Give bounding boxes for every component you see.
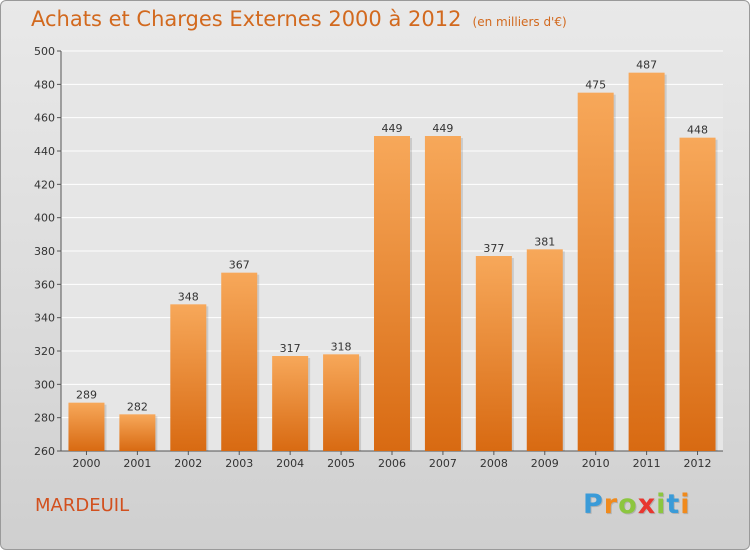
y-tick-label: 380: [34, 245, 55, 258]
y-tick-label: 480: [34, 78, 55, 91]
y-tick-label: 440: [34, 145, 55, 158]
x-tick-label: 2006: [378, 457, 406, 470]
y-tick-label: 400: [34, 212, 55, 225]
data-label: 449: [382, 122, 403, 135]
x-tick-label: 2007: [429, 457, 457, 470]
data-label: 487: [636, 59, 657, 72]
x-tick-label: 2004: [276, 457, 304, 470]
chart-title: Achats et Charges Externes 2000 à 2012: [31, 7, 462, 31]
data-label: 289: [76, 389, 97, 402]
place-name: MARDEUIL: [35, 495, 130, 516]
x-tick-label: 2011: [633, 457, 661, 470]
x-tick-label: 2008: [480, 457, 508, 470]
proxiti-logo: Proxiti: [583, 489, 691, 520]
logo-letter: i: [680, 489, 691, 520]
y-tick-label: 320: [34, 345, 55, 358]
bar: [526, 249, 563, 451]
x-tick-label: 2010: [582, 457, 610, 470]
chart-subtitle: (en milliers d'€): [472, 15, 567, 29]
data-label: 449: [432, 122, 453, 135]
y-tick-label: 280: [34, 412, 55, 425]
x-tick-label: 2012: [684, 457, 712, 470]
y-tick-label: 340: [34, 312, 55, 325]
x-tick-label: 2002: [174, 457, 202, 470]
bar: [119, 414, 156, 451]
data-label: 317: [280, 342, 301, 355]
bar: [221, 272, 258, 451]
x-tick-label: 2005: [327, 457, 355, 470]
chart-title-block: Achats et Charges Externes 2000 à 2012 (…: [31, 7, 567, 31]
bar: [68, 402, 105, 451]
bar: [475, 256, 512, 451]
bar: [170, 304, 207, 451]
logo-letter: i: [656, 489, 667, 520]
logo-letter: P: [583, 489, 604, 520]
bar: [577, 92, 614, 452]
logo-letter: r: [603, 489, 619, 520]
bar: [272, 356, 309, 451]
logo-letter: x: [637, 489, 657, 520]
x-tick-label: 2000: [72, 457, 100, 470]
bar: [679, 137, 716, 451]
data-label: 475: [585, 79, 606, 92]
logo-letter: t: [666, 489, 681, 520]
data-label: 381: [534, 235, 555, 248]
bar: [424, 136, 461, 451]
data-label: 318: [331, 340, 352, 353]
bar: [374, 136, 410, 451]
logo-letter: o: [618, 489, 638, 520]
x-tick-label: 2003: [225, 457, 253, 470]
y-tick-label: 260: [34, 445, 55, 458]
bar: [323, 354, 360, 451]
data-label: 367: [229, 259, 250, 272]
data-label: 377: [483, 242, 504, 255]
y-tick-label: 500: [34, 45, 55, 58]
bar: [628, 72, 665, 452]
y-tick-label: 420: [34, 178, 55, 191]
y-tick-label: 300: [34, 378, 55, 391]
data-label: 282: [127, 400, 148, 413]
x-tick-label: 2001: [123, 457, 151, 470]
data-label: 448: [687, 124, 708, 137]
y-tick-label: 360: [34, 278, 55, 291]
x-tick-label: 2009: [531, 457, 559, 470]
y-tick-label: 460: [34, 112, 55, 125]
data-label: 348: [178, 290, 199, 303]
